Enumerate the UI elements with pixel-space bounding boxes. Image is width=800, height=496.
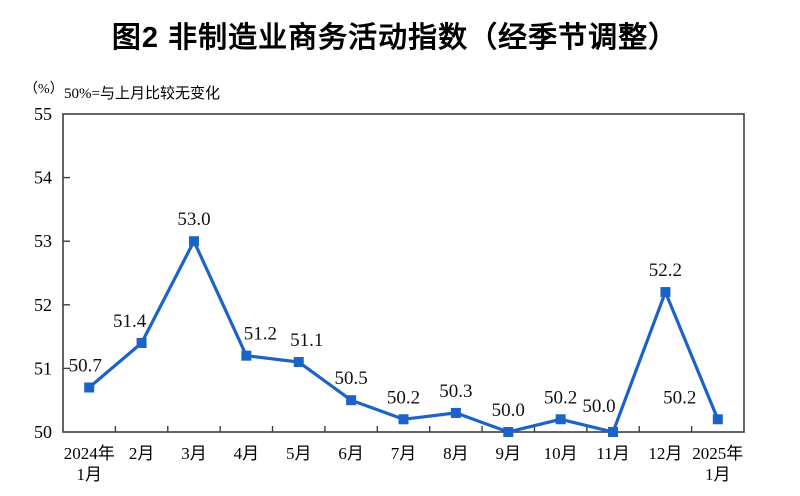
- data-point-label: 50.0: [582, 396, 615, 417]
- x-tick-label: 2024年: [64, 444, 115, 463]
- y-tick-label: 53: [34, 231, 52, 251]
- y-axis-unit-label: （%）: [24, 82, 64, 97]
- data-point-label: 50.2: [387, 387, 420, 408]
- data-point-label: 50.3: [439, 381, 472, 402]
- data-point: [346, 395, 357, 406]
- y-tick-label: 55: [34, 104, 52, 124]
- plot-border: [62, 113, 745, 433]
- x-tick-label: 6月: [338, 444, 364, 463]
- data-point-label: 50.2: [544, 387, 577, 408]
- data-point: [398, 414, 409, 425]
- y-tick-label: 50: [34, 422, 52, 442]
- x-tick-label: 1月: [705, 465, 731, 484]
- x-tick-label: 8月: [443, 444, 469, 463]
- data-point: [555, 414, 566, 425]
- x-tick-label: 5月: [286, 444, 312, 463]
- data-point-label: 50.0: [492, 400, 525, 421]
- reference-line-note: 50%=与上月比较无变化: [64, 86, 220, 102]
- data-point-label: 50.2: [663, 387, 696, 408]
- chart-title: 图2 非制造业商务活动指数（经季节调整）: [111, 22, 679, 54]
- data-point: [712, 414, 723, 425]
- y-tick-label: 54: [34, 168, 52, 188]
- data-point: [188, 236, 199, 247]
- x-tick-label: 2025年: [692, 444, 743, 463]
- x-tick-label: 2月: [129, 444, 155, 463]
- data-point: [503, 427, 514, 437]
- data-point: [241, 350, 252, 361]
- y-tick-label: 52: [34, 295, 52, 315]
- x-tick-label: 10月: [544, 444, 578, 463]
- y-tick-label: 51: [34, 358, 52, 378]
- x-tick-label: 1月: [76, 465, 102, 484]
- x-tick-label: 11月: [596, 444, 629, 463]
- data-point-label: 52.2: [649, 260, 682, 281]
- data-point: [84, 382, 95, 393]
- data-point-label: 50.7: [69, 355, 102, 376]
- data-point-label: 51.4: [113, 311, 147, 332]
- data-point: [608, 427, 619, 437]
- data-point-label: 50.5: [334, 368, 367, 389]
- x-tick-label: 3月: [181, 444, 207, 463]
- data-point-label: 53.0: [177, 209, 210, 230]
- data-point-label: 51.2: [244, 324, 277, 345]
- data-point: [293, 357, 304, 368]
- data-point-label: 51.1: [290, 330, 323, 351]
- data-point: [136, 337, 147, 348]
- x-tick-label: 12月: [648, 444, 682, 463]
- x-tick-label: 7月: [391, 444, 417, 463]
- data-point: [450, 407, 461, 418]
- data-point: [660, 287, 671, 298]
- x-tick-label: 9月: [496, 444, 522, 463]
- x-tick-label: 4月: [234, 444, 260, 463]
